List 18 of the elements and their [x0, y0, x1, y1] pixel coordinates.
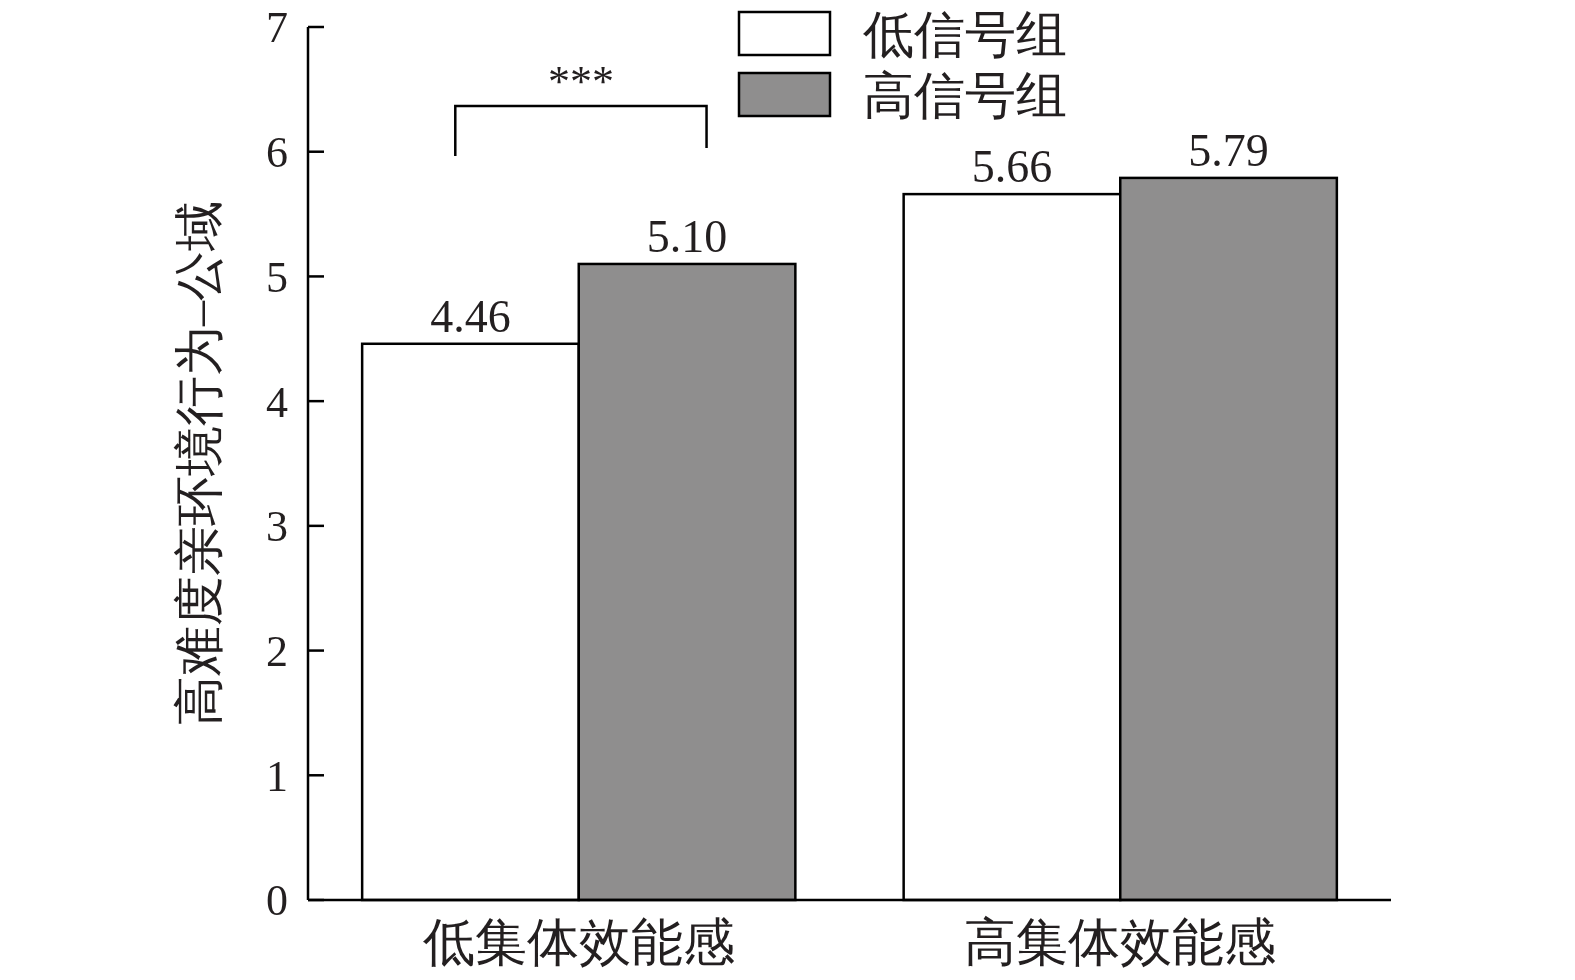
y-tick-label: 7 — [266, 3, 288, 53]
annotation: *** — [547, 57, 614, 106]
data-label: 5.10 — [646, 210, 728, 262]
y-tick-label: 1 — [266, 751, 288, 801]
y-tick-label: 2 — [266, 626, 288, 676]
legend-label: 低信号组 — [863, 7, 1067, 64]
y-tick-label: 4 — [266, 377, 288, 427]
y-tick-label: 3 — [266, 502, 288, 552]
x-tick-label: 低集体效能感 — [422, 914, 735, 971]
y-axis-title: 高难度亲环境行为–公域 — [171, 201, 227, 726]
data-label: 5.66 — [971, 141, 1053, 193]
legend-label: 高信号组 — [863, 68, 1067, 125]
y-tick-label: 6 — [266, 128, 288, 178]
x-tick-label: 高集体效能感 — [964, 914, 1277, 971]
data-label: 4.46 — [430, 290, 511, 342]
y-tick-label: 5 — [266, 252, 288, 302]
y-tick-label: 0 — [266, 876, 288, 926]
data-label: 5.79 — [1188, 124, 1269, 176]
